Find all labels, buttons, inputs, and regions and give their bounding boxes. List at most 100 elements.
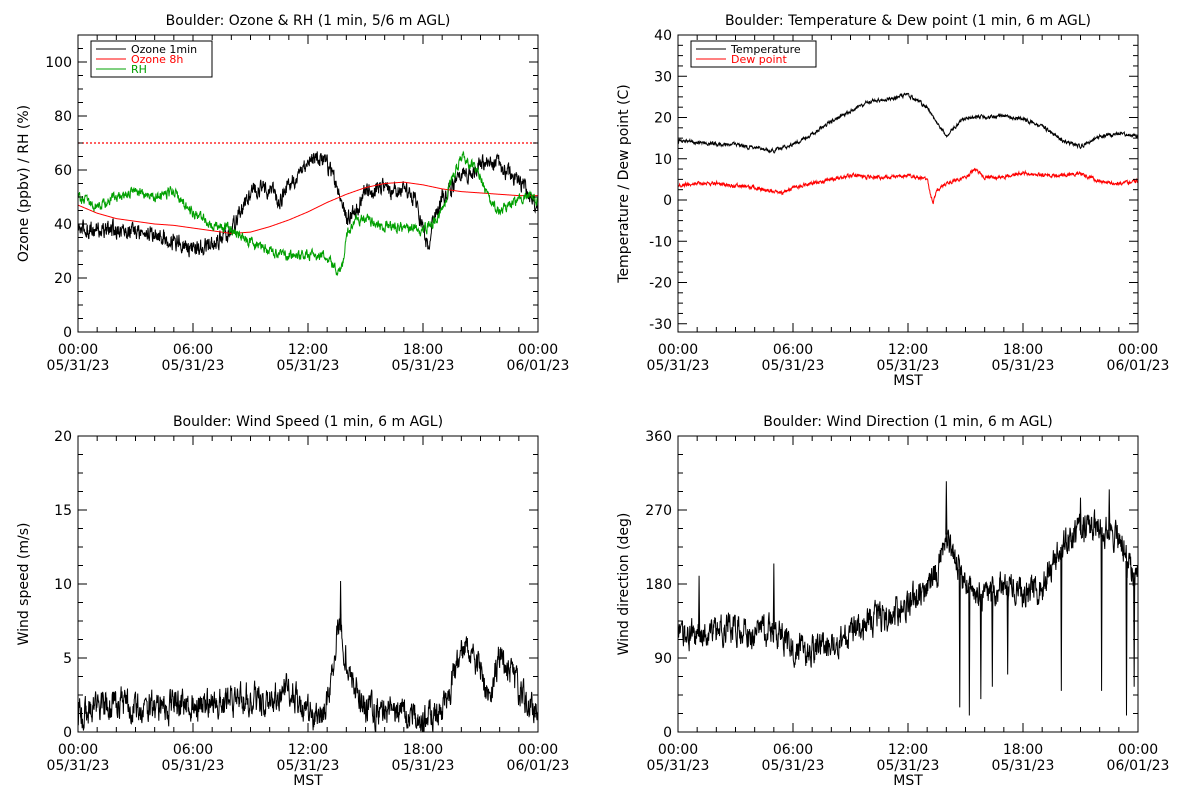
x-tick-date-label: 05/31/23	[877, 358, 940, 374]
y-tick-label: 10	[54, 577, 72, 593]
series-spike	[1006, 586, 1009, 675]
x-tick-date-label: 05/31/23	[47, 758, 110, 774]
x-tick-date-label: 05/31/23	[277, 358, 340, 374]
x-tick-date-label: 05/31/23	[647, 358, 710, 374]
plot-area	[678, 92, 1138, 205]
x-tick-date-label: 05/31/23	[392, 758, 455, 774]
plot-frame	[77, 435, 539, 733]
y-tick-label: 15	[54, 503, 72, 519]
y-tick-label: 0	[663, 193, 672, 209]
legend-label: Temperature	[730, 43, 801, 56]
x-tick-time-label: 18:00	[1003, 742, 1043, 758]
series-spike	[979, 593, 982, 700]
temperature-dewpoint-panel: Boulder: Temperature & Dew point (1 min,…	[616, 13, 1169, 389]
y-axis-label: Wind speed (m/s)	[16, 523, 32, 646]
y-tick-label: 40	[54, 217, 72, 233]
legend-label: Ozone 8h	[131, 53, 183, 66]
x-tick-time-label: 06:00	[773, 342, 813, 358]
x-tick-date-label: 05/31/23	[392, 358, 455, 374]
y-tick-label: 0	[663, 725, 672, 741]
x-tick-time-label: 00:00	[518, 342, 558, 358]
x-tick-date-label: 06/01/23	[1107, 358, 1170, 374]
legend-box	[690, 40, 817, 68]
x-tick-time-label: 18:00	[1003, 342, 1043, 358]
x-tick-time-label: 00:00	[658, 742, 698, 758]
x-tick-time-label: 00:00	[1118, 742, 1158, 758]
y-tick-label: 20	[54, 271, 72, 287]
x-tick-time-label: 18:00	[403, 742, 443, 758]
y-axis-label: Ozone (ppbv) / RH (%)	[16, 105, 32, 262]
series-spike	[991, 591, 994, 687]
x-tick-time-label: 06:00	[773, 742, 813, 758]
plot-area	[678, 481, 1138, 716]
series-line-wdir	[678, 509, 1138, 668]
y-axis-label: Wind direction (deg)	[616, 513, 632, 656]
x-tick-time-label: 06:00	[173, 742, 213, 758]
y-tick-label: 40	[654, 28, 672, 44]
x-tick-time-label: 12:00	[888, 742, 928, 758]
series-spike	[1100, 527, 1103, 691]
y-tick-label: 80	[54, 109, 72, 125]
series-spike	[945, 481, 948, 535]
wind-speed-panel: Boulder: Wind Speed (1 min, 6 m AGL) 0 5 10…	[16, 414, 569, 789]
y-tick-label: 30	[654, 69, 672, 85]
x-tick-time-label: 12:00	[288, 742, 328, 758]
legend-label: Dew point	[731, 53, 787, 66]
chart-title: Boulder: Temperature & Dew point (1 min,…	[725, 13, 1091, 29]
wind-direction-panel: Boulder: Wind Direction (1 min, 6 m AGL)…	[616, 414, 1169, 789]
series-spike	[958, 569, 961, 708]
legend-label: Ozone 1min	[131, 43, 197, 56]
series-spike	[1060, 546, 1063, 691]
x-tick-date-label: 05/31/23	[877, 758, 940, 774]
ozone-rh-panel: Boulder: Ozone & RH (1 min, 5/6 m AGL) 0 2…	[16, 13, 569, 374]
series-line-temperature	[678, 92, 1138, 154]
series-spike	[772, 563, 775, 630]
x-tick-time-label: 06:00	[173, 342, 213, 358]
y-tick-label: 360	[645, 429, 672, 445]
x-tick-date-label: 05/31/23	[47, 358, 110, 374]
series-spike	[1079, 497, 1082, 531]
y-tick-label: -10	[649, 234, 672, 250]
x-tick-date-label: 05/31/23	[762, 758, 825, 774]
x-tick-time-label: 12:00	[888, 342, 928, 358]
legend-label: RH	[131, 63, 147, 76]
x-tick-date-label: 06/01/23	[507, 758, 570, 774]
y-tick-label: -30	[649, 317, 672, 333]
plot-frame	[677, 435, 1139, 733]
x-tick-time-label: 00:00	[58, 742, 98, 758]
y-axis-label: Temperature / Dew point (C)	[616, 84, 632, 283]
x-tick-date-label: 05/31/23	[277, 758, 340, 774]
series-spike	[1125, 560, 1128, 716]
x-tick-date-label: 05/31/23	[162, 358, 225, 374]
chart-title: Boulder: Wind Speed (1 min, 6 m AGL)	[173, 414, 443, 430]
chart-title: Boulder: Ozone & RH (1 min, 5/6 m AGL)	[166, 13, 451, 29]
series-spike	[339, 581, 342, 631]
series-spike	[698, 575, 701, 633]
series-spike	[1133, 572, 1136, 687]
y-tick-label: 180	[645, 577, 672, 593]
series-line-dew-point	[678, 167, 1138, 205]
x-tick-date-label: 05/31/23	[647, 758, 710, 774]
x-axis-label: MST	[293, 773, 323, 789]
y-tick-label: 60	[54, 163, 72, 179]
plot-area	[78, 142, 538, 277]
series-spike	[968, 586, 971, 716]
plot-area	[78, 581, 538, 732]
y-tick-label: 0	[63, 725, 72, 741]
series-spike	[1108, 489, 1111, 531]
y-tick-label: -20	[649, 276, 672, 292]
y-tick-label: 5	[63, 651, 72, 667]
y-tick-label: 90	[654, 651, 672, 667]
x-tick-date-label: 06/01/23	[1107, 758, 1170, 774]
x-tick-time-label: 12:00	[288, 342, 328, 358]
y-tick-label: 100	[45, 55, 72, 71]
x-tick-time-label: 00:00	[658, 342, 698, 358]
y-tick-label: 10	[654, 152, 672, 168]
plot-frame	[677, 34, 1139, 333]
series-line-ozone-8h	[78, 181, 538, 234]
y-tick-label: 0	[63, 325, 72, 341]
chart-title: Boulder: Wind Direction (1 min, 6 m AGL)	[763, 414, 1052, 430]
x-tick-time-label: 00:00	[518, 742, 558, 758]
x-tick-time-label: 00:00	[58, 342, 98, 358]
